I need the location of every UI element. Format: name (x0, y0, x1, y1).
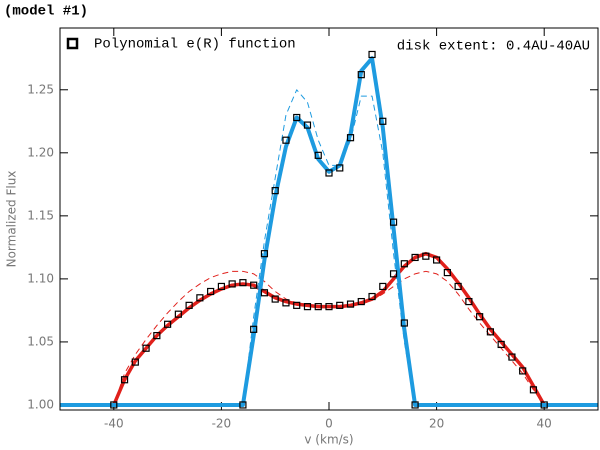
marker (357, 297, 365, 306)
line (60, 251, 598, 407)
marker (174, 310, 182, 318)
marker (486, 328, 494, 336)
y-tick-label: 1.20 (27, 145, 54, 159)
y-tick-label: 1.10 (27, 271, 54, 285)
marker (142, 344, 150, 352)
x-tick-label: -20 (212, 417, 232, 431)
y-tick-label: 1.25 (27, 82, 54, 96)
marker (196, 294, 204, 302)
marker (529, 386, 538, 394)
y-tick-label: 1.05 (27, 334, 54, 348)
marker (271, 187, 279, 195)
y-tick-label: 1.15 (27, 208, 54, 222)
marker (379, 117, 387, 125)
chart-title: (model #1) (4, 4, 88, 20)
marker (239, 401, 247, 409)
marker (368, 50, 376, 59)
marker (325, 169, 333, 177)
marker (110, 401, 118, 409)
marker (454, 282, 462, 291)
marker (217, 282, 225, 291)
y-tick-label: 1.00 (27, 397, 54, 411)
marker (228, 280, 236, 288)
legend-marker (66, 37, 79, 50)
x-tick-label: -40 (104, 417, 124, 431)
marker (239, 279, 247, 287)
marker (519, 367, 527, 375)
marker (357, 71, 365, 79)
marker (185, 301, 193, 309)
line (60, 56, 598, 407)
marker (346, 134, 355, 142)
marker (260, 250, 269, 258)
marker (131, 358, 139, 366)
marker (207, 287, 215, 296)
y-axis-label: Normalized Flux (5, 171, 19, 268)
marker (164, 320, 172, 328)
marker (400, 319, 408, 327)
x-tick-label: 0 (325, 417, 333, 431)
marker (282, 136, 290, 144)
marker (411, 401, 419, 409)
marker (368, 292, 376, 301)
marker (120, 376, 129, 384)
x-tick-label: 40 (537, 417, 552, 431)
marker (476, 313, 484, 321)
marker (325, 303, 333, 311)
marker (250, 281, 258, 289)
marker (293, 301, 301, 309)
marker (389, 218, 398, 226)
marker (293, 113, 301, 122)
marker (540, 401, 548, 409)
legend-label: Polynomial e(R) function (94, 37, 296, 53)
marker (508, 353, 516, 361)
marker (443, 268, 451, 277)
plot-frame (59, 27, 599, 411)
marker (497, 340, 505, 349)
x-axis-label: v (km/s) (304, 433, 353, 447)
marker (422, 252, 430, 260)
marker (153, 332, 161, 340)
x-tick-label: 20 (429, 417, 444, 431)
marker (379, 282, 387, 291)
marker (336, 164, 344, 172)
marker (433, 256, 441, 264)
marker (303, 121, 312, 129)
marker (389, 270, 398, 278)
marker (314, 151, 322, 159)
line (60, 270, 598, 406)
marker (400, 260, 408, 268)
marker (250, 325, 258, 333)
line (60, 89, 598, 406)
marker (303, 303, 312, 311)
annotation: disk extent: 0.4AU-40AU (397, 39, 590, 55)
marker (314, 303, 322, 311)
marker (271, 295, 279, 303)
marker (260, 289, 269, 297)
marker (411, 253, 419, 262)
marker (282, 299, 290, 307)
marker (465, 297, 473, 306)
marker (346, 300, 355, 308)
marker (336, 301, 344, 309)
